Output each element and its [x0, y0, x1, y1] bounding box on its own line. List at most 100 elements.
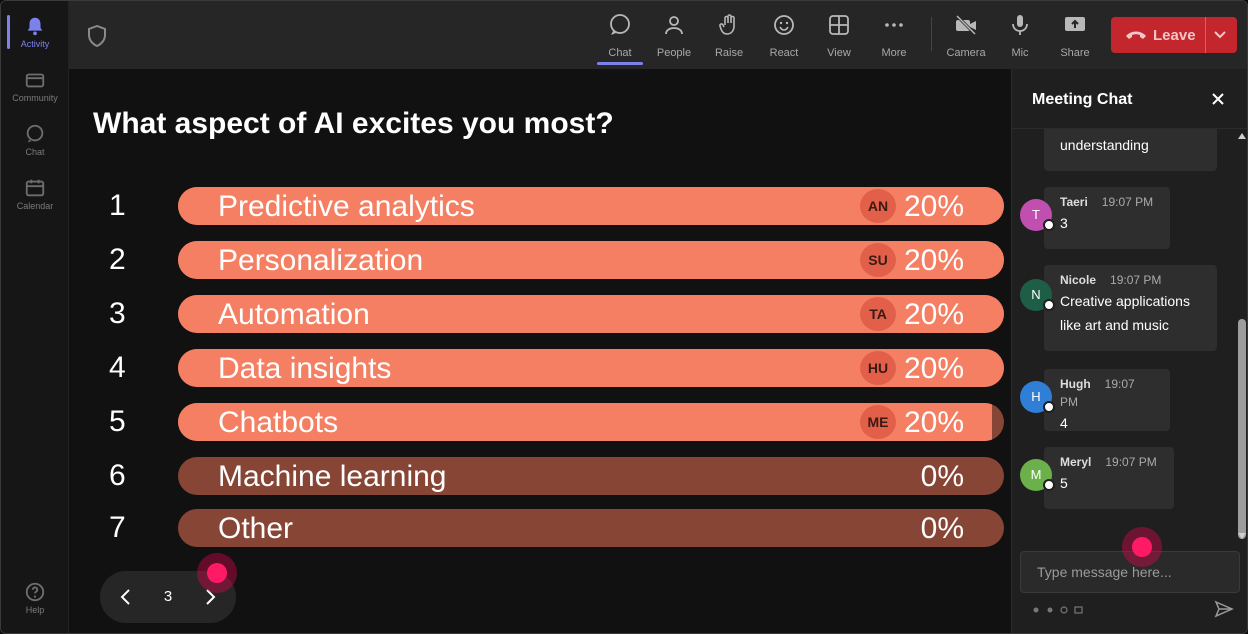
toolbar-mic-button[interactable]: Mic: [995, 9, 1045, 65]
meeting-toolbar: Chat People Raise React View More Camera: [69, 1, 1247, 69]
toolbar-raise-button[interactable]: Raise: [704, 9, 754, 65]
close-icon[interactable]: [1210, 91, 1226, 107]
poll-option-1: 1 Predictive analytics AN 20%: [69, 187, 1011, 225]
chat-messages[interactable]: understanding Taeri 19:07 PM 3 T Nicole 19…: [1012, 129, 1234, 543]
option-label: Personalization: [218, 244, 424, 277]
option-percent: 20%: [903, 406, 964, 439]
option-bar: Automation TA 20%: [178, 295, 1004, 333]
option-label: Other: [218, 512, 294, 545]
toolbar-people-button[interactable]: People: [649, 9, 699, 65]
message-meta: Nicole 19:07 PM: [1060, 271, 1201, 289]
chevron-down-icon[interactable]: [1213, 29, 1227, 41]
presence-dot: [1043, 219, 1055, 231]
poll-option-3: 3 Automation TA 20%: [69, 295, 1011, 333]
option-number: 2: [109, 243, 126, 276]
toolbar-share-label: Share: [1060, 47, 1090, 59]
leave-button[interactable]: Leave: [1111, 17, 1237, 53]
option-percent: 0%: [920, 512, 964, 545]
option-number: 7: [109, 511, 126, 544]
toolbar-chat-button[interactable]: Chat: [595, 9, 645, 65]
people-icon: [665, 16, 683, 35]
voter-avatar: SU: [860, 243, 896, 277]
poll-option-4: 4 Data insights HU 20%: [69, 349, 1011, 387]
rail-label-chat: Chat: [25, 147, 45, 157]
option-label: Automation: [218, 298, 370, 331]
option-percent: 20%: [903, 298, 964, 331]
poll-stage: What aspect of AI excites you most? 1 Pr…: [69, 69, 1011, 633]
chevron-left-icon[interactable]: [114, 585, 138, 609]
toolbar-share-button[interactable]: Share: [1050, 9, 1100, 65]
grid-view-icon: [829, 15, 849, 35]
presence-dot: [1043, 299, 1055, 311]
community-icon: [25, 73, 45, 88]
scroll-down-arrow-icon[interactable]: [1237, 532, 1247, 540]
chat-message: Meryl 19:07 PM 5: [1044, 447, 1174, 509]
message-input[interactable]: [1021, 552, 1239, 592]
avatar-initial: N: [1031, 287, 1041, 302]
option-percent: 20%: [903, 244, 964, 277]
avatar-initial: T: [1032, 207, 1040, 222]
toolbar-react-button[interactable]: React: [759, 9, 809, 65]
sender-name: Nicole: [1060, 273, 1097, 287]
chat-title: Meeting Chat: [1032, 91, 1133, 108]
chat-scrollbar[interactable]: [1234, 129, 1247, 543]
message-meta: Taeri 19:07 PM: [1060, 193, 1154, 211]
message-compose-box[interactable]: [1020, 551, 1240, 593]
chat-message: Hugh 19:07 PM 4: [1044, 369, 1170, 431]
option-label: Data insights: [218, 352, 392, 385]
rail-item-chat[interactable]: Chat: [1, 115, 69, 165]
toolbar-view-label: View: [827, 47, 851, 59]
toolbar-more-button[interactable]: More: [869, 9, 919, 65]
option-number: 5: [109, 405, 126, 438]
camera-off-icon: [955, 14, 977, 36]
rail-item-help[interactable]: Help: [1, 573, 69, 623]
poll-option-5: 5 Chatbots ME 20%: [69, 403, 1011, 441]
send-icon[interactable]: [1214, 599, 1234, 619]
scroll-thumb[interactable]: [1238, 319, 1246, 539]
toolbar-view-button[interactable]: View: [814, 9, 864, 65]
option-label: Machine learning: [218, 460, 447, 493]
option-number: 1: [109, 189, 126, 222]
leave-label: Leave: [1153, 27, 1196, 44]
message-meta: Meryl 19:07 PM: [1060, 453, 1158, 471]
toolbar-react-label: React: [769, 47, 799, 59]
message-time: 19:07 PM: [1105, 455, 1157, 469]
format-tools-icon[interactable]: [1032, 605, 1092, 615]
avatar: M: [1020, 459, 1055, 491]
option-bar: Data insights HU 20%: [178, 349, 1004, 387]
presence-dot: [1043, 401, 1055, 413]
sender-name: Hugh: [1060, 377, 1091, 391]
toolbar-camera-label: Camera: [946, 47, 986, 59]
poll-option-7: 7 Other 0%: [69, 509, 1011, 547]
message-time: 19:07 PM: [1060, 377, 1135, 409]
option-percent: 20%: [903, 352, 964, 385]
option-bar: Other 0%: [178, 509, 1004, 547]
leave-divider: [1205, 17, 1206, 53]
voter-avatar: TA: [860, 297, 896, 331]
message-text: 3: [1060, 215, 1068, 231]
rail-item-calendar[interactable]: Calendar: [1, 169, 69, 219]
poll-option-6: 6 Machine learning 0%: [69, 457, 1011, 495]
rail-item-activity[interactable]: Activity: [1, 7, 69, 57]
toolbar-chat-label: Chat: [608, 47, 632, 59]
shield-icon[interactable]: [87, 25, 107, 47]
chat-icon: [610, 14, 630, 35]
toolbar-camera-button[interactable]: Camera: [941, 9, 991, 65]
share-screen-icon: [1065, 17, 1085, 31]
scroll-up-arrow-icon[interactable]: [1237, 132, 1247, 140]
chevron-right-icon[interactable]: [198, 585, 222, 609]
message-text: 4: [1060, 415, 1068, 431]
message-text: 5: [1060, 475, 1068, 491]
rail-item-community[interactable]: Community: [1, 61, 69, 111]
pointer-highlight: [197, 553, 237, 593]
meeting-chat-panel: Meeting Chat understanding Taeri 19:07 PM…: [1011, 69, 1247, 633]
option-label: Predictive analytics: [218, 190, 475, 223]
option-number: 3: [109, 297, 126, 330]
option-number: 6: [109, 459, 126, 492]
toolbar-mic-label: Mic: [1011, 47, 1029, 59]
raise-hand-icon: [719, 14, 735, 35]
option-percent: 20%: [903, 190, 964, 223]
chat-message-partial: understanding: [1044, 129, 1217, 171]
avatar: N: [1020, 279, 1055, 311]
